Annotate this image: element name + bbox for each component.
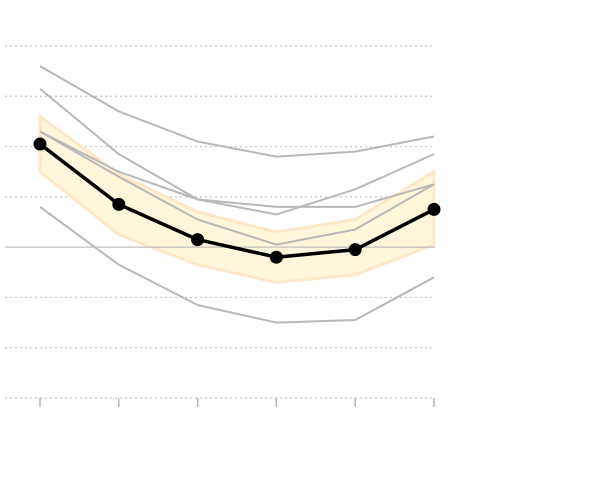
series-line-1 xyxy=(39,65,435,158)
highlight-point xyxy=(427,202,441,216)
highlight-point xyxy=(112,197,126,211)
highlight-series-line xyxy=(38,142,436,259)
confidence-band xyxy=(38,114,436,284)
highlight-layer xyxy=(33,137,441,264)
x-axis xyxy=(39,398,435,407)
highlight-point xyxy=(269,250,283,264)
series-line-2 xyxy=(39,87,435,216)
series-line-5 xyxy=(39,206,435,324)
series-line-3 xyxy=(39,130,435,208)
series-line-4 xyxy=(39,130,435,246)
highlight-point xyxy=(33,137,47,151)
band-layer xyxy=(38,114,436,284)
series-layer xyxy=(39,65,435,324)
highlight-point xyxy=(348,243,362,257)
highlight-point xyxy=(191,233,205,247)
